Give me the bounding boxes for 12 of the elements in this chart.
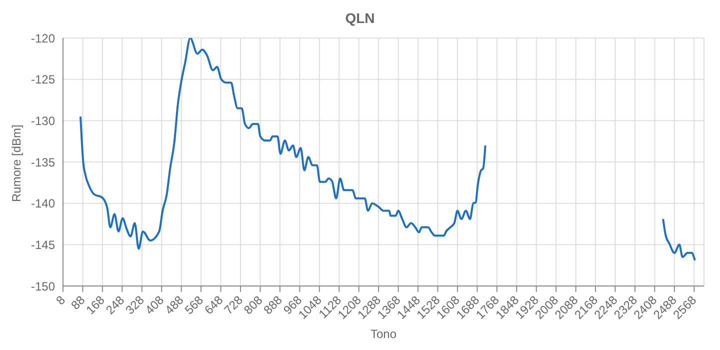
y-tick-label: -135 <box>30 155 56 170</box>
y-tick-label: -140 <box>30 196 56 211</box>
x-tick-label: 568 <box>182 292 206 318</box>
y-tick-label: -130 <box>30 114 56 128</box>
y-tick-label: -150 <box>30 279 56 294</box>
chart-title: QLN <box>344 9 376 28</box>
y-tick-label: -145 <box>30 238 56 252</box>
y-axis-title: Rumore [dBm] <box>9 124 24 202</box>
x-axis-title: Tono <box>370 327 397 341</box>
y-tick-label: -125 <box>30 72 56 87</box>
x-tick-label: 8 <box>53 292 68 308</box>
y-tick-label: -120 <box>30 31 56 46</box>
